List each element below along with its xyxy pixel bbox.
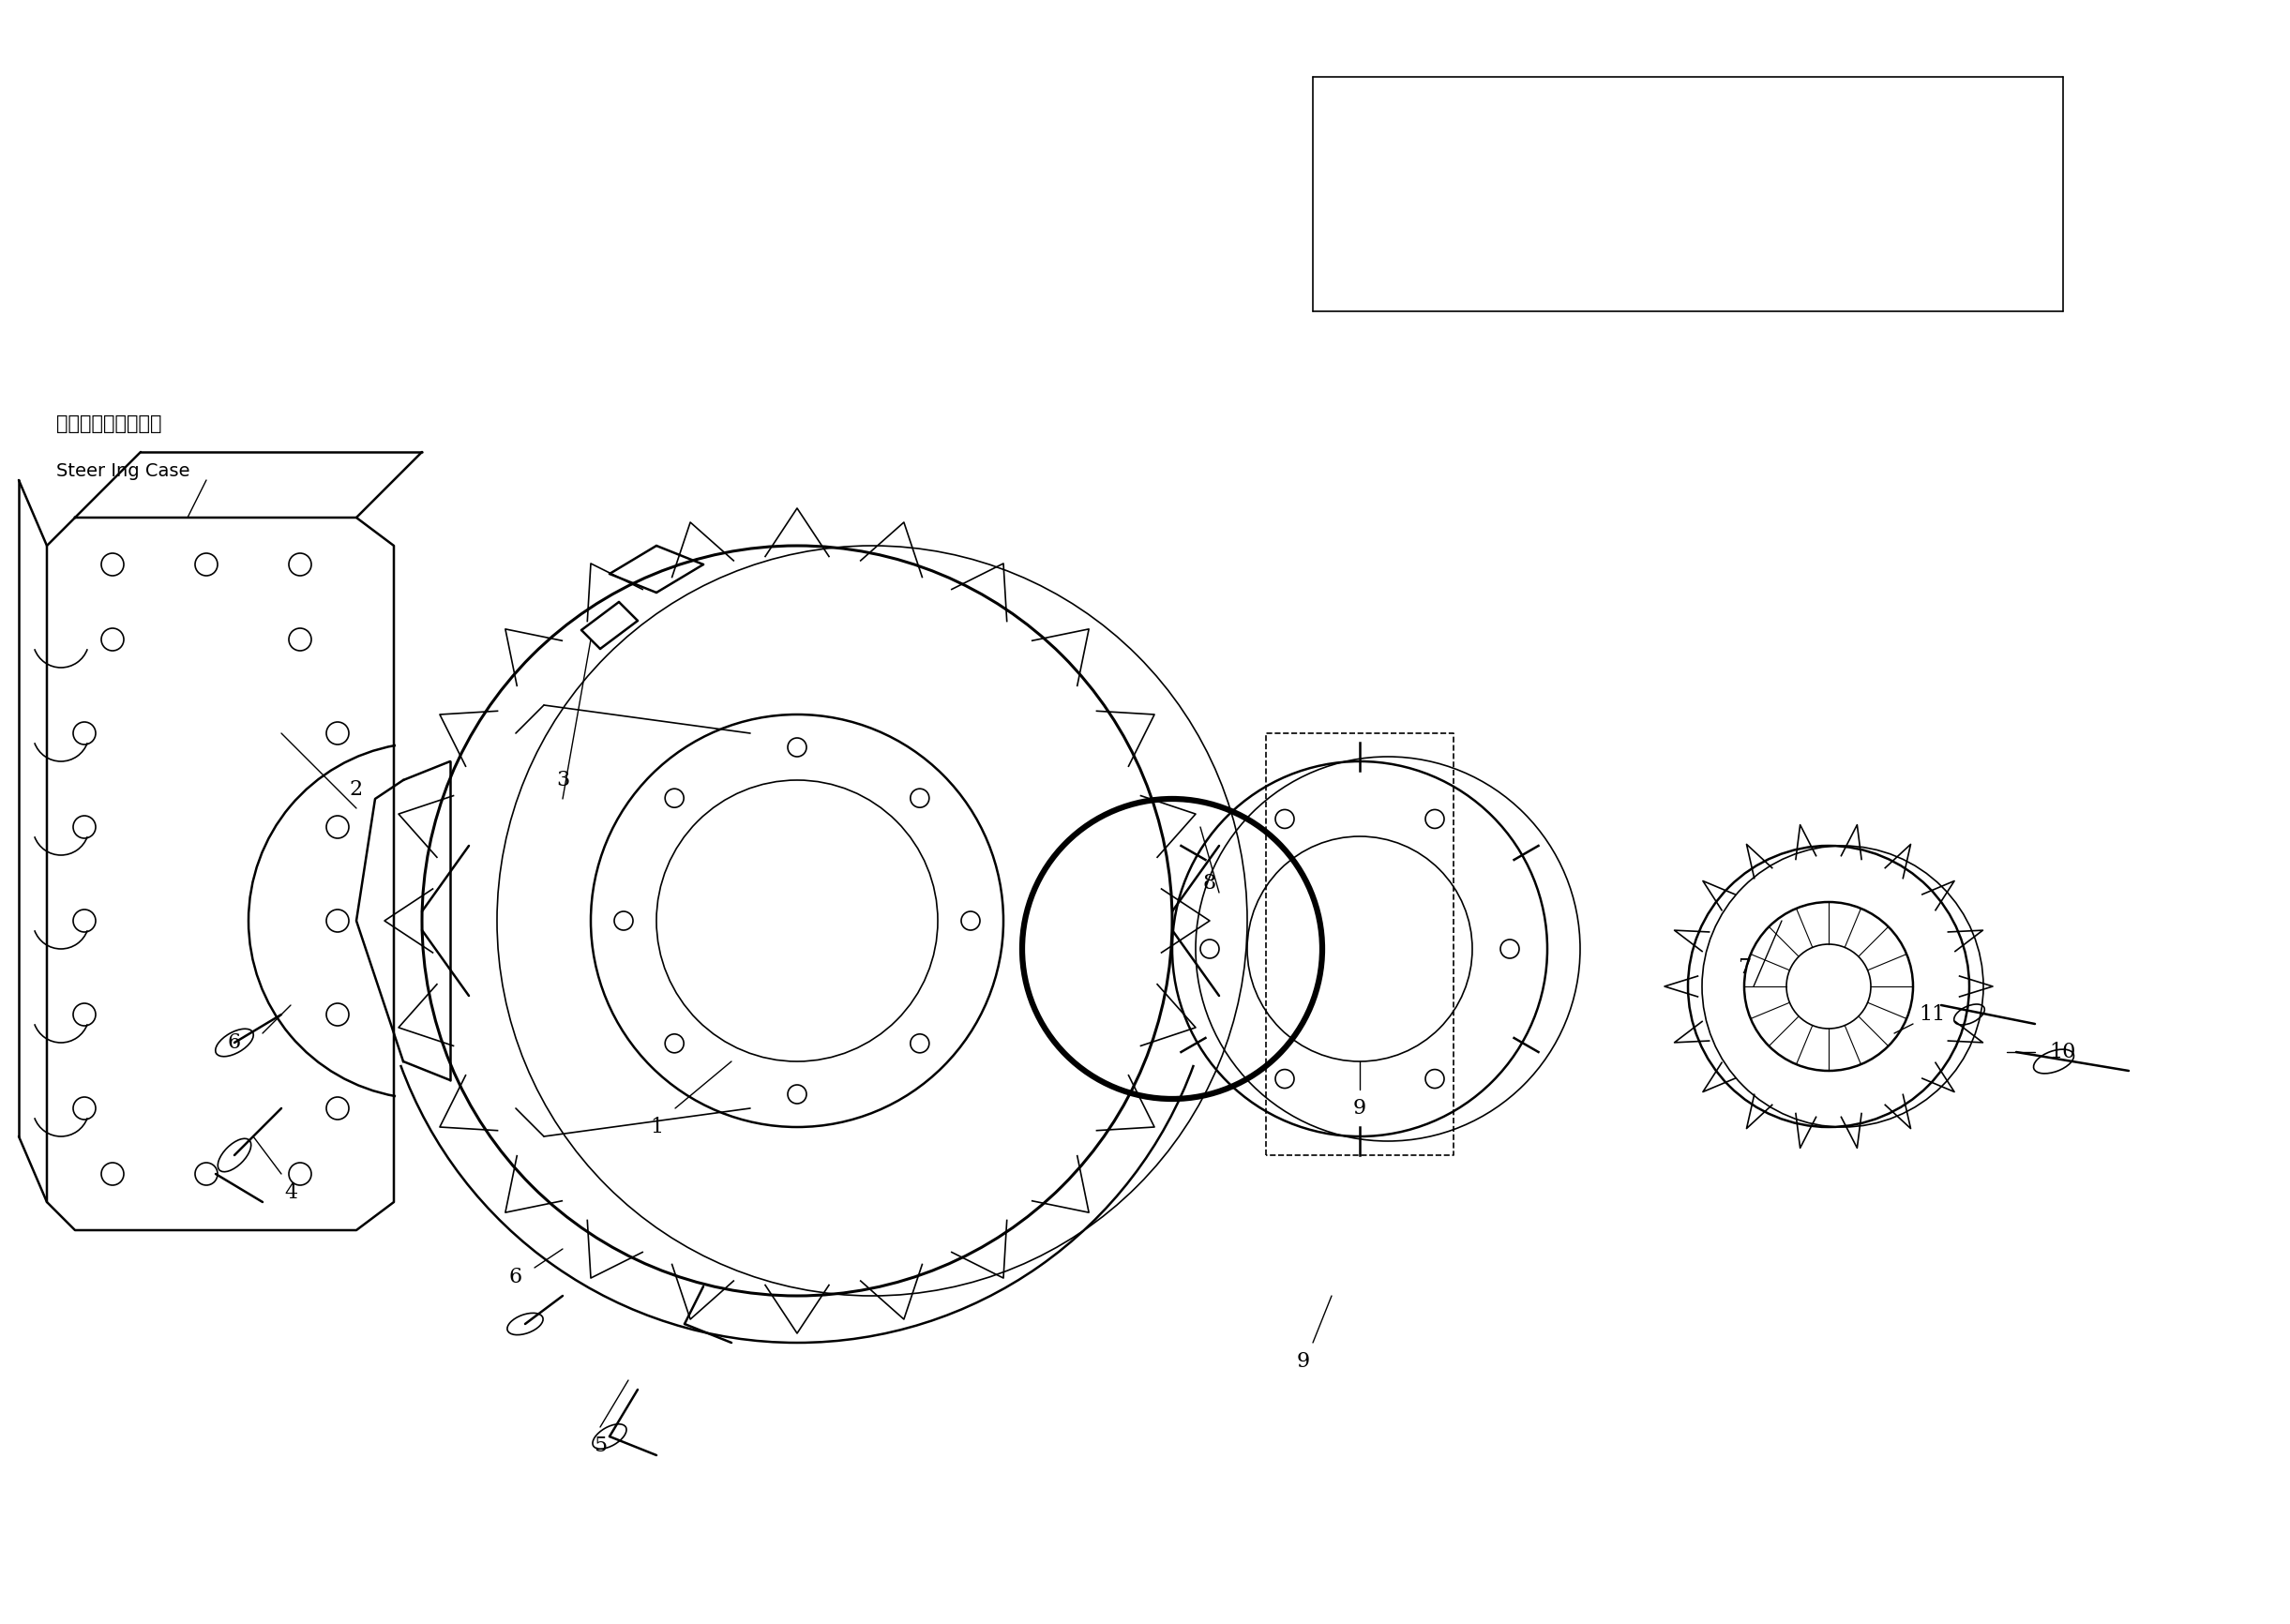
Text: 9: 9	[1353, 1098, 1367, 1119]
Text: 9: 9	[1296, 1351, 1310, 1372]
Text: 6: 6	[227, 1033, 240, 1052]
Text: 7: 7	[1738, 957, 1752, 978]
Text: 8: 8	[1202, 874, 1216, 893]
Text: Steer Ing Case: Steer Ing Case	[57, 461, 190, 479]
Text: 5: 5	[593, 1436, 607, 1457]
Text: 6: 6	[508, 1267, 522, 1288]
Text: ステアリングケース: ステアリングケース	[57, 414, 163, 434]
Text: 1: 1	[650, 1117, 664, 1137]
Text: 3: 3	[556, 770, 570, 791]
Text: 10: 10	[2050, 1041, 2077, 1062]
Text: 4: 4	[284, 1182, 298, 1203]
Text: 2: 2	[350, 780, 364, 799]
Text: 11: 11	[1919, 1004, 1944, 1025]
